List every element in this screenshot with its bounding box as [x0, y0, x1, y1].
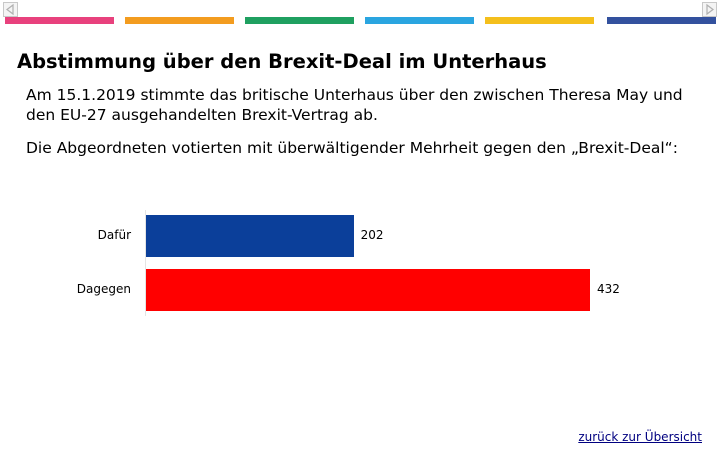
next-slide-arrow-icon[interactable]: [702, 2, 717, 17]
intro-text-line-1: Am 15.1.2019 stimmte das britische Unter…: [26, 86, 683, 104]
header-color-strip: [125, 17, 234, 24]
bar-category-label: Dafür: [97, 228, 131, 242]
previous-slide-arrow-icon[interactable]: [3, 2, 18, 17]
chart-axis-line: [145, 210, 146, 316]
vote-bar: [146, 215, 354, 257]
bar-value-label: 432: [597, 282, 620, 296]
header-color-strip: [365, 17, 474, 24]
header-color-strip: [245, 17, 354, 24]
header-color-strip: [485, 17, 594, 24]
bar-category-label: Dagegen: [76, 282, 131, 296]
vote-sentence: Die Abgeordneten votierten mit überwälti…: [26, 139, 678, 157]
vote-bar: [146, 269, 590, 311]
header-color-strip: [607, 17, 716, 24]
intro-text-line-2: den EU-27 ausgehandelten Brexit-Vertrag …: [26, 106, 378, 124]
back-to-overview-link[interactable]: zurück zur Übersicht: [578, 430, 702, 444]
bar-value-label: 202: [360, 228, 384, 242]
header-color-strip: [5, 17, 114, 24]
page-title: Abstimmung über den Brexit-Deal im Unter…: [17, 50, 547, 73]
